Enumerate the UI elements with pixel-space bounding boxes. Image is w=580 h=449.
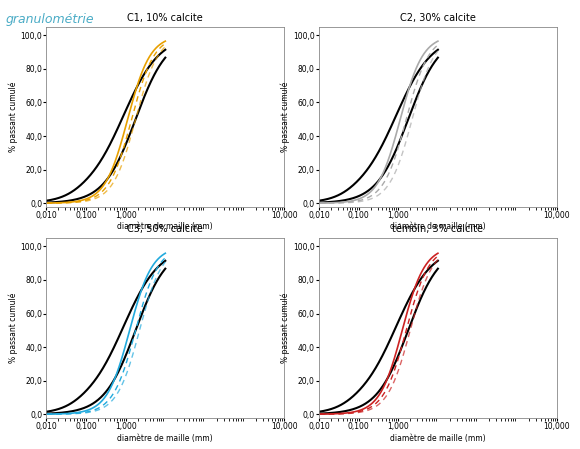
- Title: C3, 50% calcite: C3, 50% calcite: [128, 224, 203, 234]
- X-axis label: diamètre de maille (mm): diamètre de maille (mm): [390, 223, 485, 232]
- Y-axis label: % passant cumulé: % passant cumulé: [8, 293, 18, 363]
- X-axis label: diamètre de maille (mm): diamètre de maille (mm): [390, 434, 485, 443]
- X-axis label: diamètre de maille (mm): diamètre de maille (mm): [118, 434, 213, 443]
- Title: témoin, 3% calcite: témoin, 3% calcite: [393, 224, 483, 234]
- Y-axis label: % passant cumulé: % passant cumulé: [8, 82, 18, 152]
- Title: C1, 10% calcite: C1, 10% calcite: [128, 13, 203, 23]
- Title: C2, 30% calcite: C2, 30% calcite: [400, 13, 476, 23]
- X-axis label: diamètre de maille (mm): diamètre de maille (mm): [118, 223, 213, 232]
- Y-axis label: % passant cumulé: % passant cumulé: [281, 82, 291, 152]
- Text: granulométrie: granulométrie: [6, 13, 95, 26]
- Y-axis label: % passant cumulé: % passant cumulé: [281, 293, 291, 363]
